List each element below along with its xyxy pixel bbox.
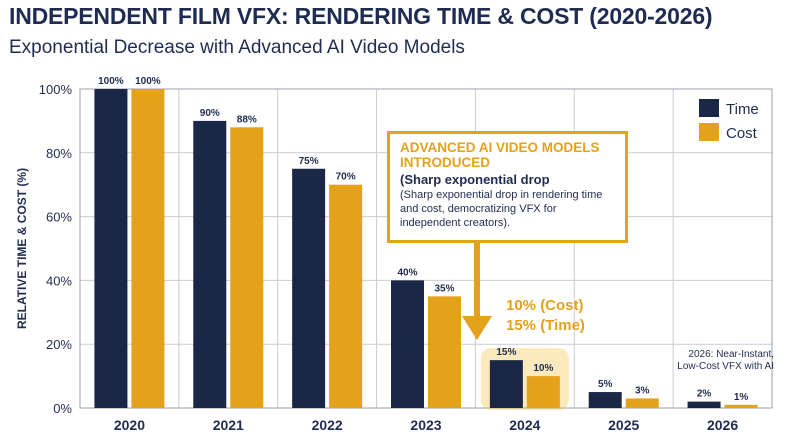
x-tick-label: 2020 (114, 417, 145, 433)
bar-cost-2022 (329, 184, 363, 408)
callout-heading: ADVANCED AI VIDEO MODELS INTRODUCED (400, 140, 600, 170)
data-label-cost-2020: 100% (135, 76, 161, 87)
bar-time-2025 (588, 392, 622, 408)
legend-swatch-time (699, 99, 719, 117)
page-subtitle: Exponential Decrease with Advanced AI Vi… (9, 37, 465, 58)
legend-swatch-cost (699, 123, 719, 141)
ai-models-callout: ADVANCED AI VIDEO MODELS INTRODUCED (Sha… (387, 131, 628, 243)
page-title: INDEPENDENT FILM VFX: RENDERING TIME & C… (9, 3, 713, 29)
data-label-time-2022: 75% (299, 156, 319, 167)
data-label-cost-2024: 10% (533, 363, 553, 374)
bar-time-2020 (94, 89, 128, 408)
y-tick-label: 80% (46, 146, 72, 161)
callout-arrow-head (462, 316, 492, 340)
x-tick-label: 2021 (213, 417, 244, 433)
callout-body: (Sharp exponential drop in rendering tim… (400, 189, 603, 229)
bar-time-2021 (193, 120, 227, 409)
annotation-2024-cost: 10% (Cost) (506, 297, 584, 314)
data-label-cost-2021: 88% (237, 114, 257, 125)
data-label-cost-2026: 1% (734, 392, 749, 403)
bar-time-2024 (489, 360, 523, 408)
annotation-2026: 2026: Near-Instant, Low-Cost VFX with AI (677, 349, 774, 372)
y-tick-label: 20% (46, 337, 72, 352)
data-label-cost-2023: 35% (434, 283, 454, 294)
data-label-time-2021: 90% (200, 108, 220, 119)
y-tick-label: 0% (53, 401, 72, 416)
bar-time-2026 (687, 401, 721, 408)
legend-label-time: Time (726, 101, 759, 118)
bar-cost-2026 (724, 404, 758, 408)
annotation-2024: 10% (Cost) 15% (Time) (506, 296, 585, 336)
bar-cost-2024 (526, 376, 560, 408)
bar-cost-2021 (230, 127, 264, 408)
bar-cost-2025 (625, 398, 659, 408)
data-label-cost-2025: 3% (635, 385, 650, 396)
x-tick-label: 2022 (312, 417, 343, 433)
data-label-time-2023: 40% (397, 267, 417, 278)
y-tick-label: 100% (39, 82, 73, 97)
legend-label-cost: Cost (726, 125, 758, 142)
callout-subheading: (Sharp exponential drop (400, 172, 550, 187)
x-tick-label: 2024 (509, 417, 540, 433)
data-label-time-2026: 2% (697, 389, 712, 400)
y-tick-label: 60% (46, 210, 72, 225)
y-axis-label: RELATIVE TIME & COST (%) (15, 168, 29, 329)
plot-frame (79, 88, 773, 409)
bar-time-2023 (391, 280, 424, 408)
annotation-2024-time: 15% (Time) (506, 317, 585, 334)
data-label-time-2020: 100% (98, 76, 124, 87)
y-tick-label: 40% (46, 273, 72, 288)
x-tick-label: 2026 (707, 417, 738, 433)
data-label-time-2025: 5% (598, 379, 613, 390)
x-tick-label: 2025 (608, 417, 639, 433)
bar-cost-2020 (131, 89, 165, 408)
bar-cost-2023 (428, 296, 461, 408)
data-label-time-2024: 15% (496, 347, 516, 358)
x-tick-label: 2023 (410, 417, 441, 433)
bar-time-2022 (292, 168, 326, 408)
data-label-cost-2022: 70% (336, 172, 356, 183)
